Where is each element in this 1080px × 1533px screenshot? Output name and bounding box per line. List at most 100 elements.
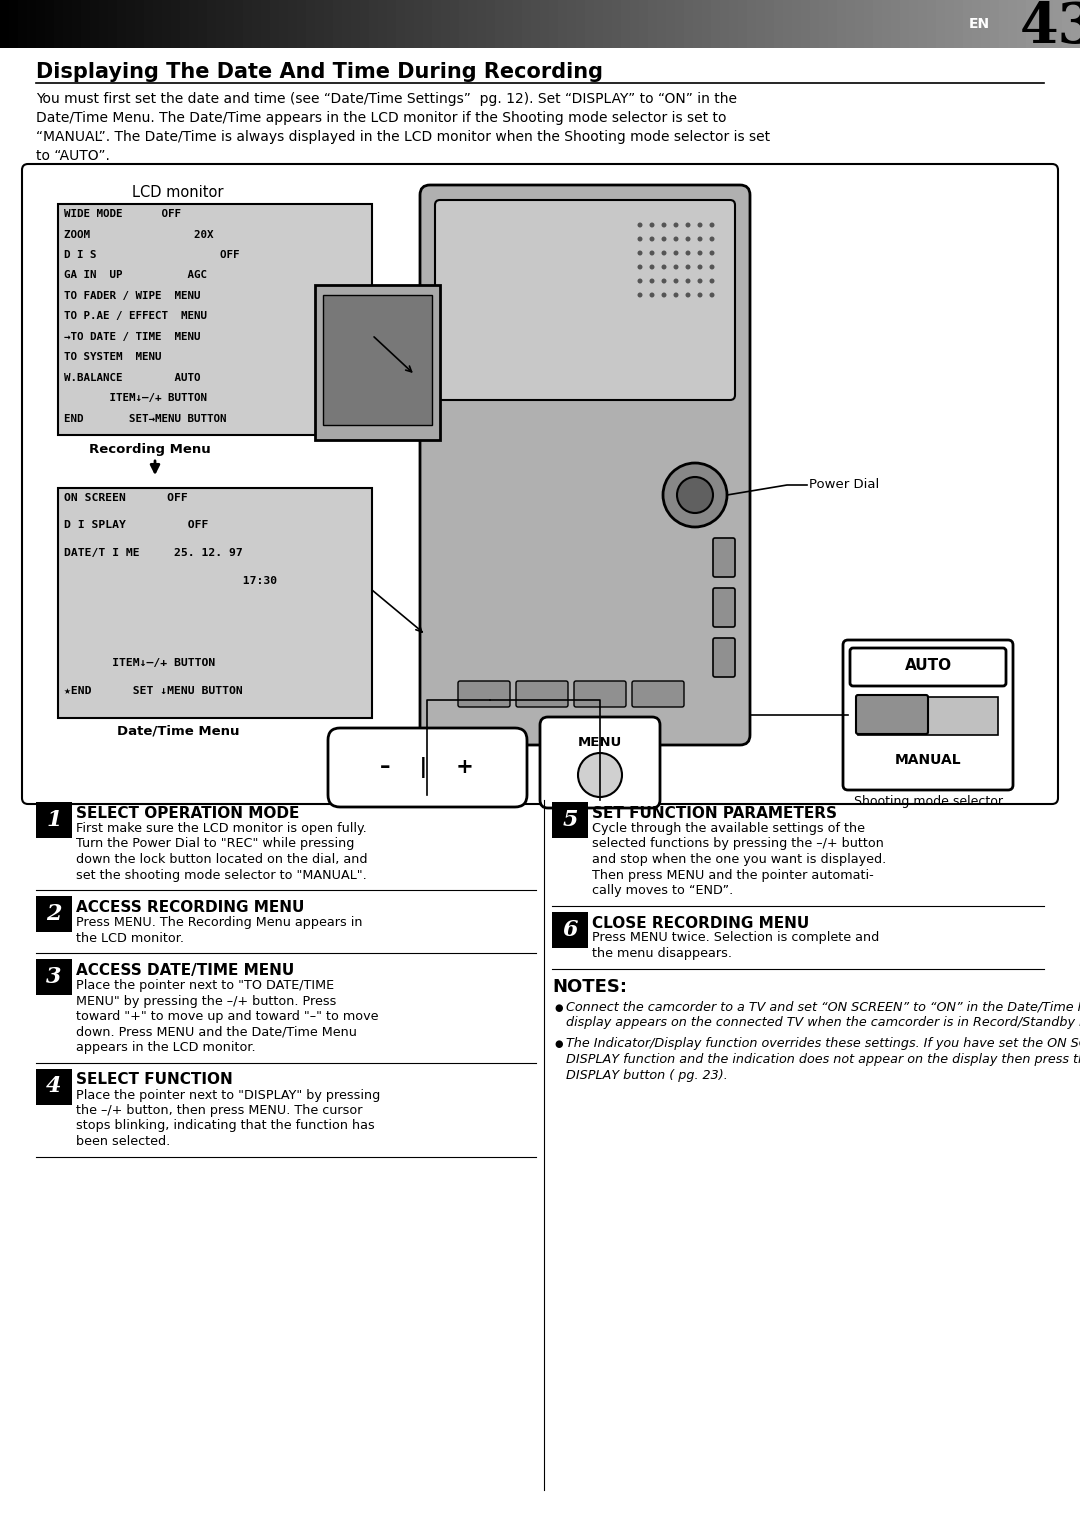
Bar: [342, 0, 351, 48]
Bar: [711, 0, 720, 48]
Text: cally moves to “END”.: cally moves to “END”.: [592, 885, 733, 897]
Text: 1: 1: [46, 809, 62, 831]
Circle shape: [649, 265, 654, 270]
Bar: [639, 0, 648, 48]
Bar: [837, 0, 846, 48]
Text: EN: EN: [969, 17, 990, 31]
Bar: [747, 0, 756, 48]
FancyBboxPatch shape: [435, 199, 735, 400]
Circle shape: [674, 236, 678, 242]
Bar: [810, 0, 819, 48]
Bar: [621, 0, 630, 48]
FancyBboxPatch shape: [713, 589, 735, 627]
Bar: [855, 0, 864, 48]
Bar: [306, 0, 315, 48]
Bar: [198, 0, 207, 48]
Bar: [657, 0, 666, 48]
Text: set the shooting mode selector to "MANUAL".: set the shooting mode selector to "MANUA…: [76, 869, 367, 881]
Bar: [405, 0, 414, 48]
Bar: [414, 0, 423, 48]
Text: TO FADER / WIPE  MENU: TO FADER / WIPE MENU: [64, 291, 201, 300]
Text: 5: 5: [563, 809, 578, 831]
Bar: [864, 0, 873, 48]
Bar: [423, 0, 432, 48]
Bar: [72, 0, 81, 48]
Bar: [522, 0, 531, 48]
Bar: [936, 0, 945, 48]
Text: Then press MENU and the pointer automati-: Then press MENU and the pointer automati…: [592, 869, 874, 881]
Bar: [630, 0, 639, 48]
Text: “MANUAL”. The Date/Time is always displayed in the LCD monitor when the Shooting: “MANUAL”. The Date/Time is always displa…: [36, 130, 770, 144]
Bar: [774, 0, 783, 48]
Text: 3: 3: [46, 966, 62, 987]
Circle shape: [698, 236, 702, 242]
Bar: [58, 204, 372, 435]
FancyBboxPatch shape: [713, 538, 735, 576]
Bar: [90, 0, 99, 48]
Bar: [126, 0, 135, 48]
Circle shape: [686, 250, 690, 256]
Text: Connect the camcorder to a TV and set “ON SCREEN” to “ON” in the Date/Time Menu.: Connect the camcorder to a TV and set “O…: [566, 1001, 1080, 1013]
Bar: [117, 0, 126, 48]
Bar: [1017, 0, 1026, 48]
Bar: [693, 0, 702, 48]
Bar: [828, 0, 837, 48]
Text: ITEM↓–/+ BUTTON: ITEM↓–/+ BUTTON: [64, 658, 215, 668]
Bar: [216, 0, 225, 48]
Text: toward "+" to move up and toward "–" to move: toward "+" to move up and toward "–" to …: [76, 1010, 378, 1023]
Bar: [1053, 0, 1062, 48]
Text: DISPLAY button ( pg. 23).: DISPLAY button ( pg. 23).: [566, 1069, 728, 1081]
Bar: [495, 0, 504, 48]
Text: TO SYSTEM  MENU: TO SYSTEM MENU: [64, 353, 162, 362]
Bar: [702, 0, 711, 48]
Text: SELECT FUNCTION: SELECT FUNCTION: [76, 1073, 233, 1087]
Bar: [36, 895, 72, 932]
Bar: [963, 0, 972, 48]
Circle shape: [637, 265, 643, 270]
Circle shape: [649, 250, 654, 256]
Bar: [729, 0, 738, 48]
Bar: [234, 0, 243, 48]
Text: ★END      SET ↓MENU BUTTON: ★END SET ↓MENU BUTTON: [64, 685, 243, 696]
Bar: [36, 802, 72, 839]
Text: LCD monitor: LCD monitor: [132, 185, 224, 199]
Bar: [58, 487, 372, 717]
Bar: [540, 0, 549, 48]
Bar: [801, 0, 810, 48]
Text: TO P.AE / EFFECT  MENU: TO P.AE / EFFECT MENU: [64, 311, 207, 322]
Text: been selected.: been selected.: [76, 1134, 171, 1148]
Bar: [558, 0, 567, 48]
Text: Displaying The Date And Time During Recording: Displaying The Date And Time During Reco…: [36, 61, 603, 81]
Text: stops blinking, indicating that the function has: stops blinking, indicating that the func…: [76, 1119, 375, 1133]
Circle shape: [674, 293, 678, 297]
Text: DATE/T I ME     25. 12. 97: DATE/T I ME 25. 12. 97: [64, 547, 243, 558]
Bar: [288, 0, 297, 48]
Text: 17:30: 17:30: [64, 575, 278, 586]
Text: Place the pointer next to "TO DATE/TIME: Place the pointer next to "TO DATE/TIME: [76, 980, 334, 992]
Circle shape: [637, 222, 643, 227]
Bar: [99, 0, 108, 48]
Text: ●: ●: [554, 1039, 563, 1050]
Text: to “AUTO”.: to “AUTO”.: [36, 149, 110, 162]
Bar: [648, 0, 657, 48]
Bar: [171, 0, 180, 48]
FancyBboxPatch shape: [328, 728, 527, 806]
Bar: [180, 0, 189, 48]
Text: Cycle through the available settings of the: Cycle through the available settings of …: [592, 822, 865, 835]
Bar: [882, 0, 891, 48]
Text: Date/Time Menu. The Date/Time appears in the LCD monitor if the Shooting mode se: Date/Time Menu. The Date/Time appears in…: [36, 110, 727, 126]
Bar: [351, 0, 360, 48]
Bar: [54, 0, 63, 48]
Circle shape: [686, 293, 690, 297]
FancyBboxPatch shape: [420, 185, 750, 745]
Text: ACCESS DATE/TIME MENU: ACCESS DATE/TIME MENU: [76, 963, 294, 978]
Bar: [900, 0, 909, 48]
Text: Press MENU twice. Selection is complete and: Press MENU twice. Selection is complete …: [592, 932, 879, 944]
FancyBboxPatch shape: [632, 681, 684, 707]
Circle shape: [649, 222, 654, 227]
Text: the –/+ button, then press MENU. The cursor: the –/+ button, then press MENU. The cur…: [76, 1104, 363, 1118]
Bar: [792, 0, 801, 48]
Text: SET FUNCTION PARAMETERS: SET FUNCTION PARAMETERS: [592, 806, 837, 822]
Circle shape: [649, 279, 654, 284]
Text: →TO DATE / TIME  MENU: →TO DATE / TIME MENU: [64, 333, 201, 342]
